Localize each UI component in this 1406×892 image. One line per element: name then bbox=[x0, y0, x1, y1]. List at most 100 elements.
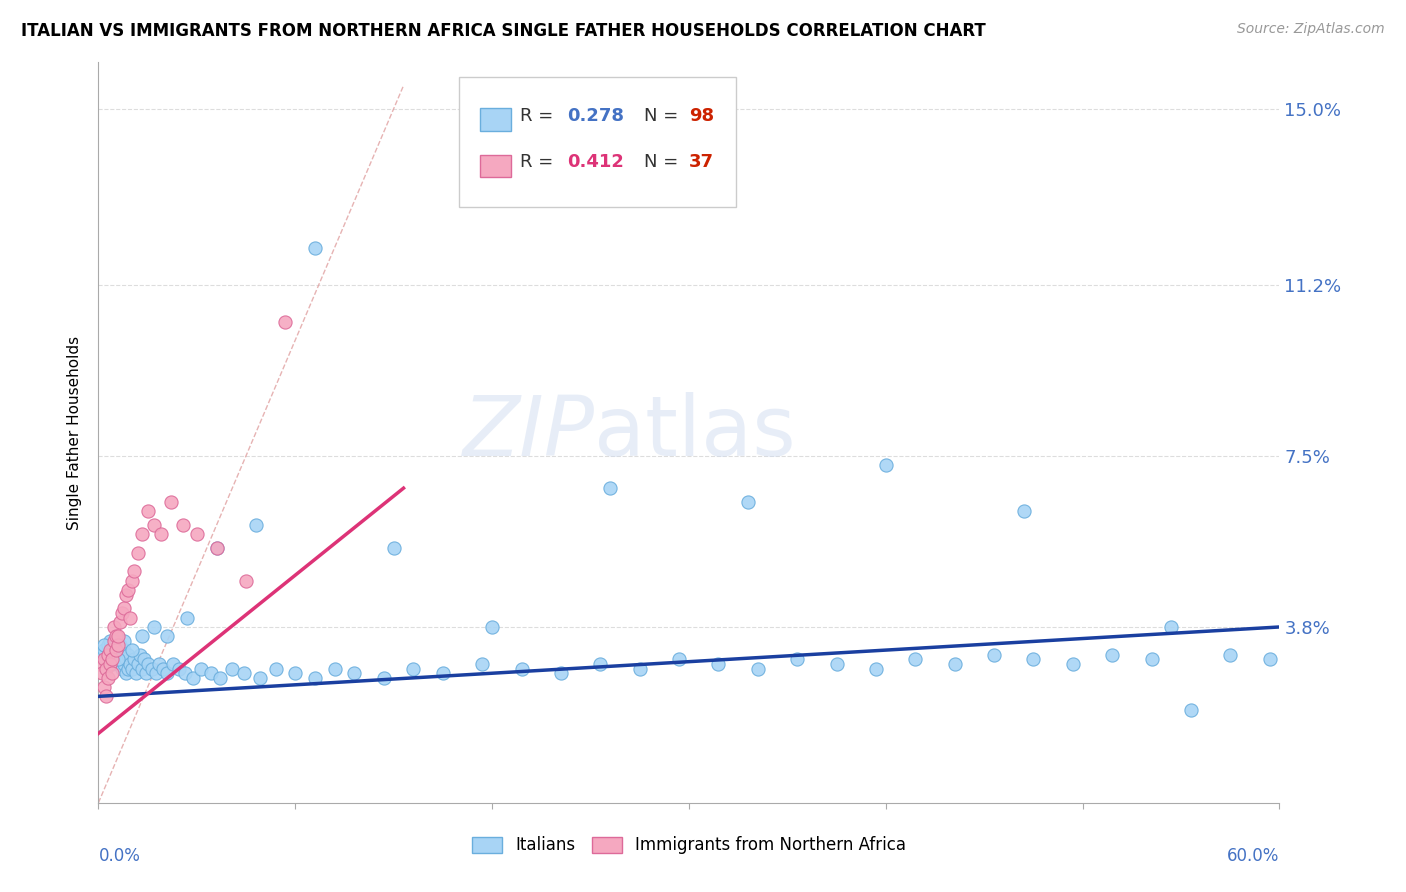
Point bbox=[142, 518, 165, 533]
Point bbox=[93, 680, 115, 694]
Point bbox=[96, 690, 118, 704]
Point bbox=[103, 633, 125, 648]
Point bbox=[1062, 657, 1084, 671]
Point bbox=[131, 662, 153, 676]
Point bbox=[205, 541, 228, 556]
Text: 0.412: 0.412 bbox=[567, 153, 624, 171]
Point bbox=[510, 662, 533, 676]
Point bbox=[786, 652, 808, 666]
Point bbox=[373, 671, 395, 685]
Point bbox=[101, 657, 124, 671]
Point bbox=[107, 652, 129, 666]
Point bbox=[108, 639, 131, 653]
Point bbox=[1101, 648, 1123, 662]
Point bbox=[122, 565, 145, 579]
Point bbox=[737, 495, 759, 509]
Point bbox=[186, 527, 208, 541]
Point bbox=[1012, 504, 1035, 518]
Point bbox=[97, 648, 120, 662]
Point bbox=[98, 648, 121, 662]
Text: N =: N = bbox=[644, 107, 685, 125]
Point bbox=[150, 527, 173, 541]
Point bbox=[96, 662, 118, 676]
Point bbox=[323, 662, 346, 676]
Point bbox=[89, 657, 111, 671]
Point bbox=[233, 666, 256, 681]
Point bbox=[103, 620, 125, 634]
Point bbox=[245, 518, 267, 533]
Point bbox=[145, 666, 167, 681]
Point bbox=[628, 662, 651, 676]
Point bbox=[599, 481, 621, 495]
Point bbox=[107, 629, 129, 643]
Point bbox=[112, 643, 135, 657]
Y-axis label: Single Father Households: Single Father Households bbox=[67, 335, 83, 530]
Point bbox=[141, 662, 163, 676]
Point bbox=[402, 662, 425, 676]
Point bbox=[127, 657, 149, 671]
Point bbox=[101, 652, 124, 666]
Text: 98: 98 bbox=[689, 107, 714, 125]
Point bbox=[128, 648, 150, 662]
Point bbox=[142, 620, 165, 634]
Point bbox=[174, 666, 197, 681]
Point bbox=[97, 648, 120, 662]
Point bbox=[97, 639, 120, 653]
Point bbox=[136, 504, 159, 518]
Point bbox=[156, 666, 179, 681]
Point bbox=[747, 662, 769, 676]
Point bbox=[983, 648, 1005, 662]
Point bbox=[131, 527, 153, 541]
Text: ZIP: ZIP bbox=[463, 392, 595, 473]
Point bbox=[117, 648, 139, 662]
Point bbox=[112, 657, 135, 671]
Point bbox=[115, 588, 138, 602]
Point bbox=[304, 240, 326, 255]
Point bbox=[136, 657, 159, 671]
Point bbox=[205, 541, 228, 556]
Point bbox=[1160, 620, 1182, 634]
Point bbox=[1219, 648, 1241, 662]
Point bbox=[471, 657, 494, 671]
Point bbox=[264, 662, 287, 676]
Point bbox=[107, 639, 129, 653]
Point bbox=[1180, 703, 1202, 717]
Point bbox=[105, 633, 128, 648]
Point bbox=[127, 546, 149, 560]
Point bbox=[101, 643, 124, 657]
Point bbox=[589, 657, 612, 671]
Point bbox=[98, 657, 121, 671]
Point bbox=[108, 615, 131, 630]
Point bbox=[112, 601, 135, 615]
Point bbox=[107, 643, 129, 657]
Point bbox=[91, 648, 114, 662]
Point bbox=[148, 657, 170, 671]
Text: 0.278: 0.278 bbox=[567, 107, 624, 125]
FancyBboxPatch shape bbox=[479, 154, 510, 178]
Point bbox=[284, 666, 307, 681]
Point bbox=[249, 671, 271, 685]
Point bbox=[160, 495, 183, 509]
Point bbox=[209, 671, 232, 685]
Point bbox=[107, 657, 129, 671]
Point bbox=[172, 518, 194, 533]
Text: atlas: atlas bbox=[595, 392, 796, 473]
Text: R =: R = bbox=[520, 153, 560, 171]
Point bbox=[904, 652, 927, 666]
Point bbox=[152, 662, 174, 676]
Point bbox=[382, 541, 405, 556]
Text: ITALIAN VS IMMIGRANTS FROM NORTHERN AFRICA SINGLE FATHER HOUSEHOLDS CORRELATION : ITALIAN VS IMMIGRANTS FROM NORTHERN AFRI… bbox=[21, 22, 986, 40]
Point bbox=[122, 652, 145, 666]
Legend: Italians, Immigrants from Northern Africa: Italians, Immigrants from Northern Afric… bbox=[465, 830, 912, 861]
Point bbox=[115, 652, 138, 666]
Point bbox=[221, 662, 243, 676]
Point bbox=[108, 652, 131, 666]
Point bbox=[132, 652, 155, 666]
Point bbox=[167, 662, 190, 676]
Point bbox=[550, 666, 572, 681]
Point bbox=[103, 652, 125, 666]
FancyBboxPatch shape bbox=[479, 108, 510, 130]
Point bbox=[274, 314, 297, 328]
Point bbox=[101, 643, 124, 657]
Point bbox=[117, 662, 139, 676]
